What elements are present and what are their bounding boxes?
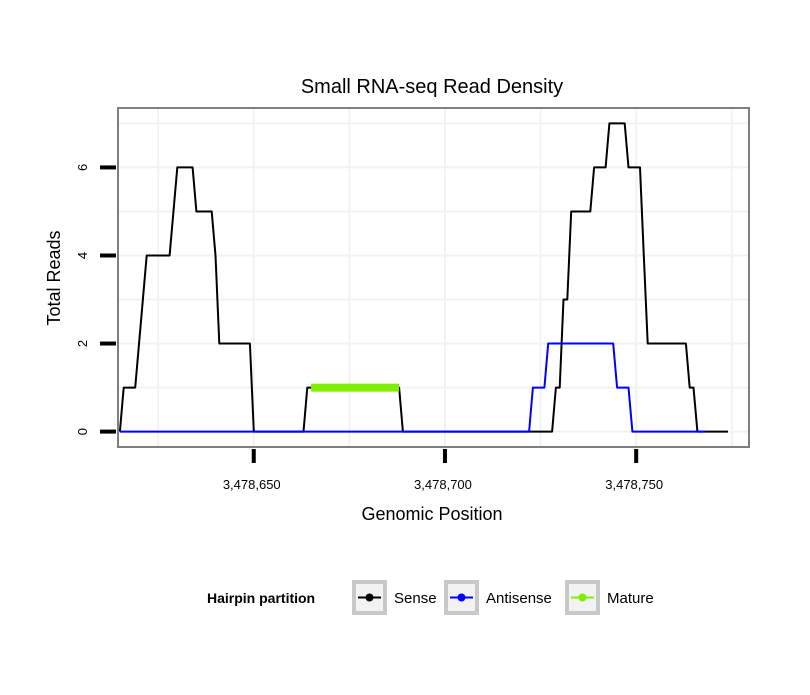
- x-tick-label: 3,478,650: [223, 477, 281, 492]
- legend-entry-label: Sense: [394, 590, 437, 607]
- legend: Hairpin partition Sense Antisense Mature: [207, 580, 654, 615]
- x-axis-title: Genomic Position: [361, 504, 502, 524]
- series-line-sense: [118, 122, 728, 433]
- y-tick-label: 6: [75, 164, 90, 171]
- x-tick-label: 3,478,700: [414, 477, 472, 492]
- x-tick-label: 3,478,750: [605, 477, 663, 492]
- y-tick-label: 2: [75, 340, 90, 347]
- legend-entry-label: Mature: [607, 590, 654, 607]
- y-tick-label: 0: [75, 428, 90, 435]
- legend-title: Hairpin partition: [207, 590, 315, 606]
- plot-panel-border: [117, 107, 750, 448]
- legend-entry-antisense: Antisense: [444, 580, 552, 615]
- legend-entry-sense: Sense: [352, 580, 437, 615]
- legend-key-dot: [365, 593, 374, 602]
- legend-entries: Sense Antisense Mature: [352, 580, 654, 615]
- grid-layer: [118, 108, 749, 447]
- series-line-antisense: [119, 342, 705, 433]
- legend-key-dot: [457, 593, 466, 602]
- legend-entry-mature: Mature: [565, 580, 654, 615]
- series-layer: [118, 122, 728, 433]
- legend-key-dot: [578, 593, 587, 602]
- y-axis-title: Total Reads: [44, 230, 64, 325]
- legend-entry-label: Antisense: [486, 590, 552, 607]
- axis-layer: 3,478,650 3,478,700 3,478,750 0 2 4 6: [75, 164, 663, 492]
- chart-title: Small RNA-seq Read Density: [301, 76, 563, 98]
- y-tick-label: 4: [75, 252, 90, 259]
